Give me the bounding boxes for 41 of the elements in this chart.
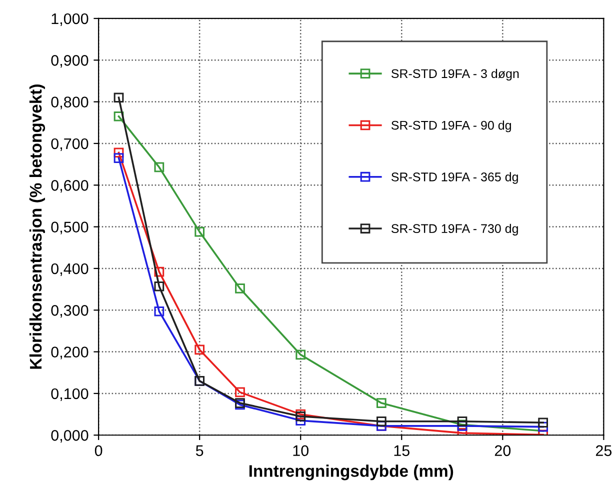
y-tick-label: 1,000: [52, 13, 88, 26]
point: [154, 162, 164, 172]
x-tick-label: 20: [494, 445, 511, 456]
point: [114, 111, 124, 122]
y-axis-title: Kloridkonsentrasjon (% betongvekt): [29, 84, 46, 369]
y-tick-label: 0,100: [51, 388, 88, 401]
point: [538, 418, 548, 428]
point: [376, 416, 386, 426]
y-tick-label: 0,300: [51, 304, 88, 318]
y-tick-label: 0,600: [51, 180, 88, 193]
point: [194, 226, 205, 237]
y-tick-label: 0,800: [51, 96, 88, 110]
x-tick-label: 25: [596, 445, 612, 456]
legend-label: SR-STD 19FA - 730 dg: [391, 224, 518, 236]
legend-label: SR-STD 19FA - 90 dg: [391, 120, 511, 132]
point: [457, 428, 468, 436]
y-tick-label: 0,700: [51, 138, 88, 151]
y-tick-label: 0,200: [51, 346, 88, 360]
legend-label: SR-STD 19FA - 3 døgn: [391, 68, 519, 81]
x-tick-label: 15: [394, 445, 410, 456]
point: [235, 284, 245, 294]
y-tick-label: 0,500: [51, 222, 88, 234]
point: [235, 387, 245, 398]
y-tick-label: 0,400: [51, 263, 88, 276]
x-tick-label: 0: [94, 445, 102, 456]
point: [114, 153, 124, 163]
x-axis-title: Inntrengningsdybde (mm): [249, 464, 454, 480]
point: [194, 344, 205, 355]
point: [114, 92, 124, 103]
legend-label: SR-STD 19FA - 365 dg: [391, 172, 518, 184]
x-tick-label: 5: [196, 445, 204, 456]
point: [376, 398, 386, 408]
x-tick-label: 10: [293, 445, 309, 456]
point: [114, 148, 124, 158]
y-tick-label: 0,900: [51, 54, 88, 68]
point: [154, 266, 164, 277]
point: [296, 350, 306, 360]
y-tick-label: 0,000: [51, 430, 88, 443]
point: [154, 281, 164, 292]
point: [457, 416, 468, 426]
point: [154, 306, 164, 316]
